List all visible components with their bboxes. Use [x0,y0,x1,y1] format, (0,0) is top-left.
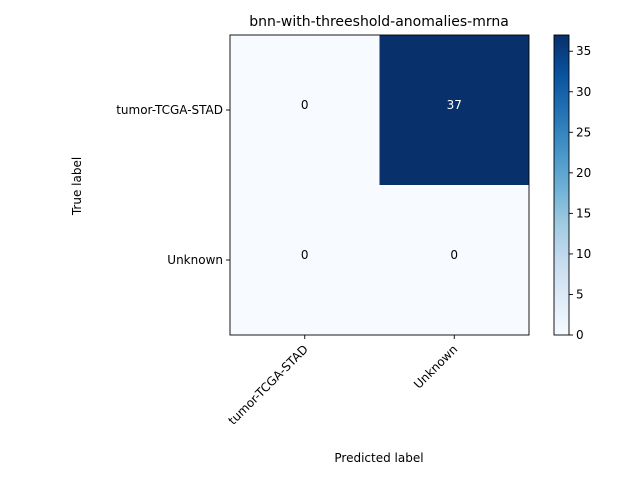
colorbar-tick-label: 5 [576,287,584,301]
colorbar-tick-label: 25 [576,125,591,139]
y-tick-label: tumor-TCGA-STAD [116,103,223,117]
x-axis-ticks: tumor-TCGA-STAD Unknown [225,335,460,428]
plot-frame [229,34,530,336]
heatmap-cell [379,35,529,185]
heatmap-cells [230,35,529,335]
x-axis-label: Predicted label [334,451,423,465]
colorbar-tick-label: 15 [576,206,591,220]
colorbar-ticks: 0 5 10 15 20 25 30 35 [569,44,591,342]
colorbar-tick-label: 30 [576,85,591,99]
colorbar [553,34,570,336]
colorbar-tick-label: 20 [576,166,591,180]
colorbar-tick-label: 35 [576,44,591,58]
y-axis-label: True label [70,157,84,216]
colorbar-tick-label: 10 [576,247,591,261]
cell-value-label: 0 [301,248,309,262]
x-tick-label: tumor-TCGA-STAD [225,342,310,427]
cell-value-label: 37 [447,98,462,112]
heatmap-cell [230,35,380,185]
x-tick-label: Unknown [411,342,460,391]
y-tick-label: Unknown [167,253,223,267]
chart-title: bnn-with-threeshold-anomalies-mrna [249,14,509,30]
heatmap-cell-labels: 0 37 0 0 [301,98,462,262]
heatmap-cell [379,185,529,335]
cell-value-label: 0 [301,98,309,112]
heatmap-cell [230,185,380,335]
cell-value-label: 0 [450,248,458,262]
y-axis-ticks: tumor-TCGA-STAD Unknown [116,103,230,267]
colorbar-tick-label: 0 [576,328,584,342]
